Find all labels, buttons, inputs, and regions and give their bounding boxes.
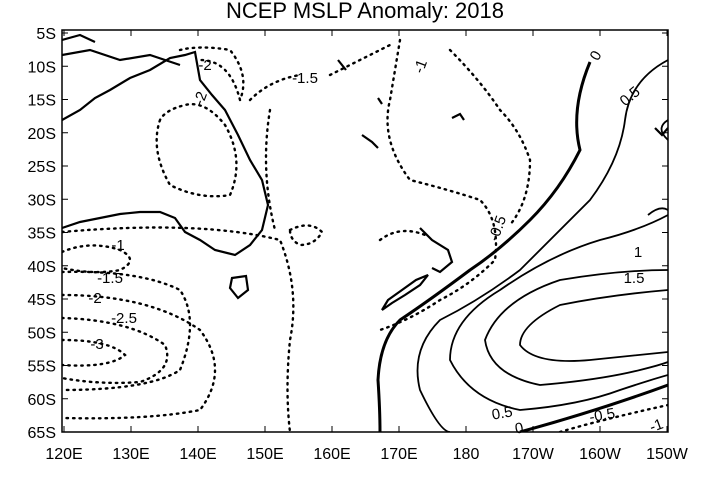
- y-tick-label: 40S: [28, 259, 56, 276]
- y-tick-label: 45S: [28, 292, 56, 309]
- contour-positive: [449, 214, 668, 411]
- x-tick-label: 160W: [579, 446, 622, 463]
- contour-label: -1.5: [97, 270, 123, 287]
- contour-negative: [448, 48, 532, 227]
- contour-label: -3: [90, 336, 103, 353]
- contour-negative: [62, 226, 295, 432]
- y-tick-label: 5S: [36, 26, 56, 43]
- contour-label: -2.5: [111, 310, 137, 327]
- contour-label: -1: [647, 416, 665, 437]
- contour-label: 1.5: [624, 270, 645, 287]
- y-tick-label: 15S: [28, 93, 56, 110]
- y-tick-label: 25S: [28, 159, 56, 176]
- contour-positive: [484, 269, 668, 386]
- contour-label: -0.5: [485, 213, 510, 243]
- contour-zero: [376, 61, 592, 432]
- contour-negative: [62, 316, 169, 385]
- contour-label: 0.5: [490, 403, 513, 423]
- contour-label: 0: [514, 419, 525, 437]
- contour-negative: [248, 43, 392, 247]
- x-tick-label: 130E: [112, 446, 149, 463]
- contour-positive: [647, 119, 668, 216]
- contour-label: -2: [88, 290, 101, 307]
- contour-negative: [62, 293, 217, 420]
- y-tick-label: 35S: [28, 226, 56, 243]
- x-tick-label: 170E: [380, 446, 417, 463]
- map-field: [62, 33, 668, 432]
- contour-label: 0: [587, 48, 606, 64]
- contour-negative: [62, 244, 132, 274]
- contour-negative: [378, 38, 498, 332]
- y-tick-label: 60S: [28, 392, 56, 409]
- contour-label: -0.5: [588, 405, 616, 426]
- contour-label: -1.5: [292, 70, 318, 87]
- y-tick-label: 10S: [28, 59, 56, 76]
- coastline-australia: [62, 50, 270, 257]
- contour-label: -2: [191, 89, 212, 107]
- contour-positive: [519, 289, 668, 362]
- y-tick-label: 65S: [28, 425, 56, 442]
- contour-negative: [264, 108, 668, 432]
- contour-negative: [155, 103, 238, 198]
- contour-label: -1: [111, 237, 124, 254]
- y-tick-label: 30S: [28, 192, 56, 209]
- contour-label: 0.5: [617, 83, 644, 109]
- coastline-new-zealand: [381, 227, 454, 311]
- coastline-islands: [337, 59, 668, 149]
- x-tick-label: 180: [453, 446, 480, 463]
- y-tick-label: 20S: [28, 126, 56, 143]
- x-tick-label: 150E: [246, 446, 283, 463]
- x-tick-label: 120E: [45, 446, 82, 463]
- plot-frame: [61, 29, 669, 433]
- map-title: NCEP MSLP Anomaly: 2018: [226, 0, 504, 23]
- contour-positive: [416, 59, 668, 432]
- x-tick-label: 160E: [313, 446, 350, 463]
- y-tick-label: 50S: [28, 325, 56, 342]
- contour-zero: [519, 383, 668, 432]
- contour-label: -1: [411, 57, 432, 75]
- y-tick-label: 55S: [28, 359, 56, 376]
- contour-label: -2: [198, 57, 211, 74]
- x-tick-label: 150W: [646, 446, 689, 463]
- contour-negative: [62, 338, 127, 367]
- x-tick-label: 170W: [512, 446, 555, 463]
- x-tick-label: 140E: [179, 446, 216, 463]
- coastline-new-guinea: [62, 33, 181, 67]
- contour-label: 1: [634, 244, 642, 261]
- contour-negative: [62, 270, 192, 392]
- coastline-tasmania: [228, 274, 250, 300]
